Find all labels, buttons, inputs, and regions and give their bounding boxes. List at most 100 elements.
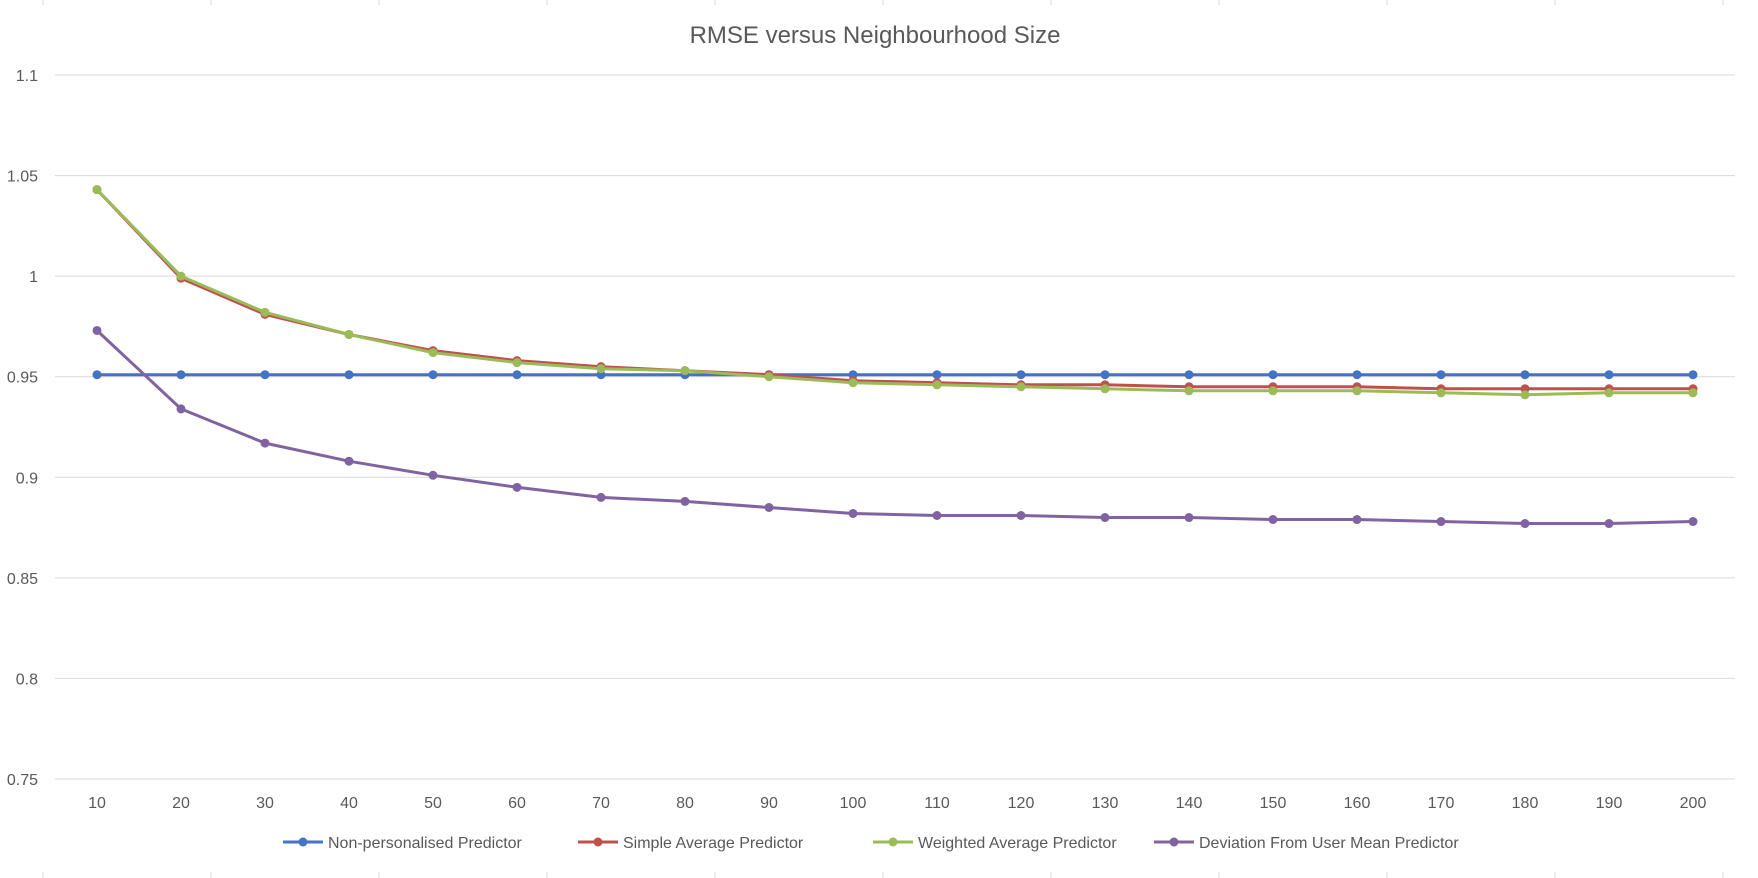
x-tick-label: 40 bbox=[340, 795, 358, 812]
x-tick-label: 100 bbox=[840, 795, 867, 812]
x-tick-label: 180 bbox=[1512, 795, 1539, 812]
x-tick-label: 30 bbox=[256, 795, 274, 812]
data-point bbox=[1604, 519, 1614, 529]
data-point bbox=[1100, 384, 1110, 394]
series-0 bbox=[92, 370, 1698, 380]
data-point bbox=[1184, 513, 1194, 523]
data-point bbox=[1604, 388, 1614, 398]
y-tick-label: 0.9 bbox=[16, 470, 38, 487]
data-point bbox=[1604, 370, 1614, 380]
data-point bbox=[764, 502, 774, 512]
data-point bbox=[1520, 390, 1530, 400]
data-point bbox=[680, 366, 690, 376]
x-tick-label: 170 bbox=[1428, 795, 1455, 812]
y-tick-label: 0.95 bbox=[7, 370, 38, 387]
data-point bbox=[428, 370, 438, 380]
data-point bbox=[92, 325, 102, 335]
legend-entry: Deviation From User Mean Predictor bbox=[1154, 835, 1459, 852]
y-tick-label: 0.8 bbox=[16, 671, 38, 688]
data-point bbox=[1184, 386, 1194, 396]
y-tick-label: 0.75 bbox=[7, 772, 38, 789]
data-point bbox=[1352, 515, 1362, 525]
chart-title: RMSE versus Neighbourhood Size bbox=[690, 22, 1061, 49]
series-line bbox=[95, 329, 1695, 525]
data-point bbox=[1016, 382, 1026, 392]
data-point bbox=[512, 358, 522, 368]
x-tick-label: 200 bbox=[1680, 795, 1707, 812]
x-tick-label: 50 bbox=[424, 795, 442, 812]
data-point bbox=[92, 370, 102, 380]
data-point bbox=[932, 511, 942, 521]
data-point bbox=[1520, 370, 1530, 380]
x-tick-label: 80 bbox=[676, 795, 694, 812]
data-point bbox=[260, 438, 270, 448]
series-3 bbox=[92, 325, 1698, 529]
data-point bbox=[1268, 386, 1278, 396]
data-point bbox=[344, 456, 354, 466]
data-point bbox=[1688, 370, 1698, 380]
data-point bbox=[1352, 370, 1362, 380]
data-point bbox=[428, 348, 438, 358]
legend-marker bbox=[1169, 837, 1179, 847]
data-point bbox=[428, 470, 438, 480]
legend-entry: Simple Average Predictor bbox=[578, 835, 804, 852]
gridlines bbox=[42, 0, 1735, 878]
data-point bbox=[260, 307, 270, 317]
y-axis-ticks: 0.75 0.8 0.85 0.9 0.95 1 1.05 1.1 bbox=[7, 68, 38, 789]
y-tick-label: 1 bbox=[29, 269, 38, 286]
data-point bbox=[260, 370, 270, 380]
x-tick-label: 130 bbox=[1092, 795, 1119, 812]
legend-entry: Weighted Average Predictor bbox=[873, 835, 1117, 852]
data-point bbox=[512, 482, 522, 492]
series-2 bbox=[92, 185, 1698, 400]
data-point bbox=[680, 496, 690, 506]
data-point bbox=[1268, 515, 1278, 525]
x-tick-label: 20 bbox=[172, 795, 190, 812]
series-1 bbox=[92, 185, 1698, 394]
legend-entry: Non-personalised Predictor bbox=[283, 835, 523, 852]
data-series bbox=[92, 185, 1698, 529]
data-point bbox=[1520, 519, 1530, 529]
y-tick-label: 1.1 bbox=[16, 68, 38, 85]
data-point bbox=[1436, 517, 1446, 527]
data-point bbox=[176, 404, 186, 414]
x-tick-label: 60 bbox=[508, 795, 526, 812]
legend-label: Deviation From User Mean Predictor bbox=[1199, 835, 1459, 852]
data-point bbox=[1352, 386, 1362, 396]
x-tick-label: 10 bbox=[88, 795, 106, 812]
x-tick-label: 140 bbox=[1176, 795, 1203, 812]
legend-label: Non-personalised Predictor bbox=[328, 835, 523, 852]
x-tick-label: 70 bbox=[592, 795, 610, 812]
legend-label: Simple Average Predictor bbox=[623, 835, 804, 852]
data-point bbox=[1436, 388, 1446, 398]
data-point bbox=[92, 185, 102, 195]
data-point bbox=[1016, 370, 1026, 380]
x-axis-ticks: 10 20 30 40 50 60 70 80 90 100 110 120 130 140 150 160 1… bbox=[88, 795, 1706, 812]
x-tick-label: 160 bbox=[1344, 795, 1371, 812]
data-point bbox=[176, 271, 186, 281]
data-point bbox=[1016, 511, 1026, 521]
legend: Non-personalised Predictor Simple Average… bbox=[283, 835, 1459, 852]
series-line bbox=[95, 188, 1695, 391]
x-tick-label: 110 bbox=[924, 795, 950, 812]
data-point bbox=[932, 380, 942, 390]
data-point bbox=[1100, 370, 1110, 380]
x-tick-label: 120 bbox=[1008, 795, 1035, 812]
data-point bbox=[1436, 370, 1446, 380]
data-point bbox=[1268, 370, 1278, 380]
x-tick-label: 150 bbox=[1260, 795, 1287, 812]
data-point bbox=[596, 364, 606, 374]
x-tick-label: 90 bbox=[760, 795, 778, 812]
data-point bbox=[848, 378, 858, 388]
data-point bbox=[764, 372, 774, 382]
data-point bbox=[512, 370, 522, 380]
data-point bbox=[1184, 370, 1194, 380]
x-tick-label: 190 bbox=[1596, 795, 1623, 812]
data-point bbox=[848, 508, 858, 518]
legend-marker bbox=[298, 837, 308, 847]
legend-marker bbox=[888, 837, 898, 847]
y-tick-label: 0.85 bbox=[7, 571, 38, 588]
legend-marker bbox=[593, 837, 603, 847]
data-point bbox=[344, 370, 354, 380]
data-point bbox=[596, 492, 606, 502]
